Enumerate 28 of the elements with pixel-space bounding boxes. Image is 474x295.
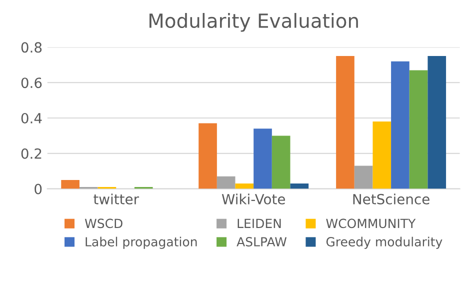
- legend-label: Greedy modularity: [326, 236, 442, 249]
- bar: [372, 122, 392, 189]
- legend-label: Label propagation: [86, 236, 197, 249]
- bar: [428, 56, 446, 189]
- bar: [272, 136, 290, 189]
- chart-title: Modularity Evaluation: [150, 12, 358, 32]
- bar: [290, 183, 309, 189]
- x-tick-label: twitter: [94, 194, 140, 204]
- x-tick-label: NetScience: [353, 194, 430, 204]
- y-tick-label: 0.6: [21, 78, 42, 88]
- y-tick-label: 0.4: [21, 112, 42, 124]
- bar: [391, 61, 410, 189]
- bar: [61, 180, 80, 189]
- legend-label: ASLPAW: [236, 237, 287, 246]
- legend-label: LEIDEN: [238, 218, 281, 228]
- bar: [235, 183, 254, 189]
- bar: [254, 128, 272, 189]
- x-tick-label: Wiki-Vote: [222, 194, 285, 204]
- bar: [216, 176, 236, 189]
- bar: [198, 123, 217, 189]
- legend-label: WCOMMUNITY: [326, 218, 416, 228]
- bar: [354, 166, 373, 189]
- y-tick-label: 0: [34, 184, 42, 194]
- bar: [409, 70, 428, 189]
- y-tick-label: 0.2: [21, 148, 42, 159]
- y-tick-label: 0.8: [21, 42, 42, 53]
- legend-label: WSCD: [84, 218, 122, 228]
- bar: [336, 56, 354, 189]
